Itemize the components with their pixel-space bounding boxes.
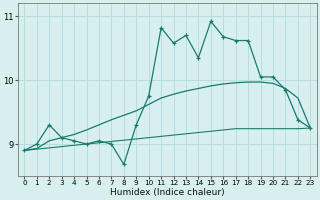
X-axis label: Humidex (Indice chaleur): Humidex (Indice chaleur) — [110, 188, 225, 197]
